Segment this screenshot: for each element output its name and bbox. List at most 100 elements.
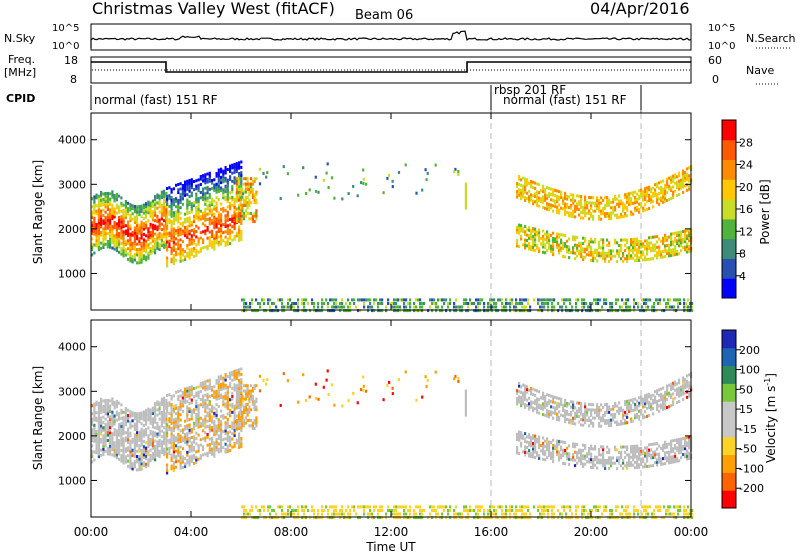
velocity-cell <box>657 505 660 509</box>
power-cell <box>566 245 569 249</box>
velocity-cell <box>168 419 171 423</box>
power-cell <box>534 195 537 198</box>
velocity-cell <box>208 450 211 454</box>
power-cell <box>544 251 547 255</box>
power-cell <box>362 177 365 181</box>
power-cell <box>519 298 522 302</box>
velocity-cell <box>102 445 105 448</box>
power-cell <box>552 237 555 240</box>
velocity-cell <box>231 378 234 382</box>
power-cell <box>199 175 202 178</box>
velocity-cell <box>250 418 253 422</box>
velocity-cell <box>233 442 236 446</box>
velocity-cell <box>184 398 187 402</box>
velocity-cell <box>421 395 424 399</box>
velocity-cell <box>160 448 163 452</box>
power-cell <box>213 239 216 243</box>
power-cell <box>575 305 578 309</box>
velocity-cell <box>202 448 205 451</box>
power-cell <box>606 243 609 247</box>
power-cell <box>257 309 260 313</box>
power-cell <box>190 229 193 232</box>
velocity-cell <box>127 448 130 452</box>
velocity-cell <box>389 509 392 512</box>
power-cell <box>175 231 178 235</box>
power-cell <box>263 298 266 302</box>
velocity-cell <box>215 397 218 401</box>
power-cell <box>124 208 127 212</box>
velocity-cell <box>138 436 141 440</box>
velocity-cell <box>206 425 209 428</box>
power-cell <box>565 298 568 302</box>
velocity-cell <box>522 436 525 440</box>
power-cell <box>111 241 114 245</box>
power-cell <box>648 241 651 245</box>
velocity-cell <box>403 509 406 512</box>
power-cell <box>97 194 100 198</box>
power-cell <box>622 209 625 213</box>
velocity-cell <box>609 516 612 520</box>
power-cell <box>626 254 629 258</box>
velocity-cell <box>109 423 112 427</box>
power-cell <box>552 193 555 197</box>
velocity-cell <box>184 433 187 436</box>
power-cell <box>641 305 644 309</box>
power-cell <box>115 246 118 250</box>
velocity-cell <box>91 436 94 440</box>
velocity-cell <box>172 405 175 408</box>
power-cell <box>206 199 209 203</box>
velocity-cell <box>215 440 218 444</box>
power-cell <box>528 234 531 238</box>
power-cell <box>552 209 555 213</box>
velocity-cell <box>655 516 658 520</box>
velocity-cell <box>100 419 103 423</box>
power-cell <box>558 232 561 236</box>
power-cell <box>495 309 498 313</box>
power-cell <box>246 179 249 183</box>
power-cell <box>120 204 123 208</box>
power-cell <box>491 305 494 309</box>
velocity-cell <box>347 516 350 520</box>
power-cell <box>97 248 100 252</box>
velocity-cell <box>170 419 173 423</box>
velocity-cell <box>211 407 214 411</box>
velocity-cell <box>109 409 112 413</box>
velocity-cell <box>237 384 240 388</box>
velocity-cell <box>129 447 132 451</box>
power-cell <box>168 220 171 224</box>
power-cell <box>570 214 573 218</box>
power-cell <box>190 186 193 190</box>
velocity-cell <box>177 419 180 423</box>
power-cell <box>204 181 207 185</box>
velocity-cell <box>365 389 368 393</box>
velocity-cell <box>104 449 107 453</box>
velocity-cell <box>241 402 244 406</box>
power-cell <box>688 250 691 253</box>
power-cell <box>124 240 127 244</box>
power-cell <box>142 206 145 210</box>
power-cell <box>184 183 187 187</box>
velocity-cell <box>156 448 159 452</box>
velocity-cell <box>617 505 620 509</box>
power-cell <box>142 222 145 226</box>
power-cell <box>569 298 572 302</box>
velocity-cell <box>238 432 241 436</box>
power-cell <box>186 185 189 189</box>
power-cell <box>303 305 306 309</box>
power-cell <box>362 181 365 185</box>
power-cell <box>190 204 193 208</box>
power-cell <box>447 305 450 309</box>
power-cell <box>206 204 209 208</box>
velocity-cell <box>229 409 232 412</box>
power-cell <box>238 236 241 240</box>
power-cell <box>307 302 310 305</box>
power-cell <box>202 192 205 196</box>
velocity-cell <box>687 505 690 509</box>
power-cell <box>197 199 200 203</box>
velocity-cell <box>409 516 412 520</box>
power-cell <box>190 220 193 224</box>
power-cell <box>231 166 234 170</box>
power-cell <box>387 298 390 302</box>
power-cell <box>530 234 533 238</box>
power-cell <box>124 232 127 236</box>
